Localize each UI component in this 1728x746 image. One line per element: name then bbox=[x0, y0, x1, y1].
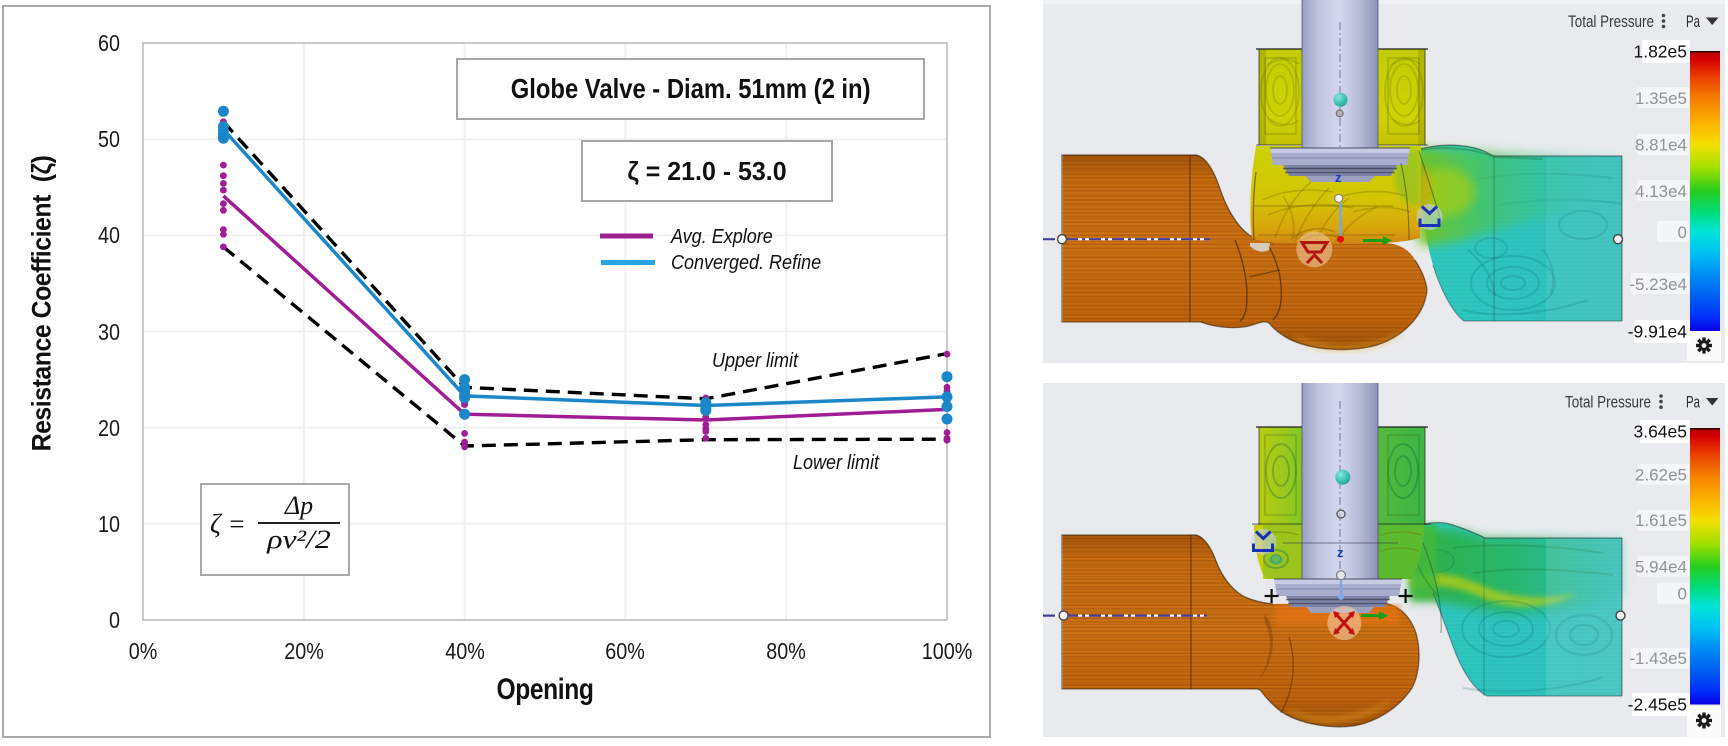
svg-text:1.82e5: 1.82e5 bbox=[1633, 42, 1687, 62]
svg-text:8.81e4: 8.81e4 bbox=[1635, 136, 1687, 155]
svg-text:4.13e4: 4.13e4 bbox=[1635, 182, 1687, 201]
svg-text:Pa: Pa bbox=[1686, 394, 1701, 412]
svg-text:Total Pressure: Total Pressure bbox=[1565, 394, 1651, 412]
svg-text:-5.23e4: -5.23e4 bbox=[1629, 275, 1687, 294]
svg-text:-2.45e5: -2.45e5 bbox=[1628, 695, 1687, 715]
svg-text:z: z bbox=[1335, 170, 1342, 185]
svg-text:Total Pressure: Total Pressure bbox=[1568, 13, 1654, 31]
svg-text:0: 0 bbox=[1678, 584, 1687, 603]
svg-text:1.61e5: 1.61e5 bbox=[1635, 511, 1687, 530]
svg-text:Pa: Pa bbox=[1686, 13, 1701, 31]
svg-text:5.94e4: 5.94e4 bbox=[1635, 557, 1687, 576]
svg-text:0: 0 bbox=[1678, 223, 1687, 242]
svg-text:z: z bbox=[1337, 545, 1344, 560]
svg-text:1.35e5: 1.35e5 bbox=[1635, 89, 1687, 108]
svg-text:3.64e5: 3.64e5 bbox=[1633, 422, 1687, 442]
svg-text:2.62e5: 2.62e5 bbox=[1635, 465, 1687, 484]
svg-text:-1.43e5: -1.43e5 bbox=[1629, 649, 1687, 668]
svg-text:-9.91e4: -9.91e4 bbox=[1628, 322, 1688, 342]
